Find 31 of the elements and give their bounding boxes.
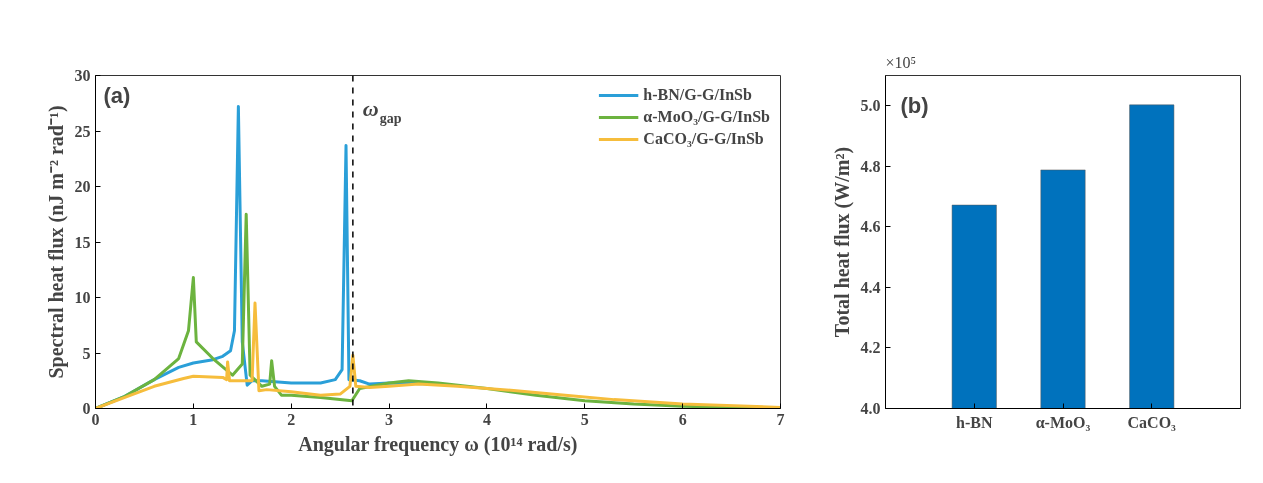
x-tick-label: 3 (385, 410, 394, 428)
y-tick-label: 4.8 (860, 157, 881, 175)
annotation: (a) (103, 82, 131, 108)
y-axis-title: Total heat flux (W/m²) (830, 146, 854, 338)
x-tick-label: 1 (189, 410, 198, 428)
y-tick-label: 4.2 (860, 339, 881, 357)
x-tick-label: 2 (287, 410, 296, 428)
y-tick-label: 4.4 (860, 278, 881, 296)
x-tick-label: 5 (580, 410, 589, 428)
y-tick-label: 5 (82, 344, 91, 362)
x-tick-label: h-BN (956, 413, 993, 431)
y-tick-label: 25 (74, 122, 91, 140)
y-tick-label: 30 (74, 67, 91, 84)
text: ×10⁵ (885, 53, 917, 71)
y-axis-title: Spectral heat flux (nJ m⁻² rad⁻¹) (44, 105, 68, 379)
x-tick-label: 6 (678, 410, 687, 428)
x-tick-label: 7 (776, 410, 785, 428)
x-tick-label: 4 (482, 410, 491, 428)
y-tick-label: 4.0 (860, 400, 881, 417)
y-tick-label: 15 (74, 233, 91, 251)
y-tick-label: 4.6 (860, 218, 881, 236)
legend-label: α-MoO₃/G-G/InSb (643, 108, 770, 126)
x-axis-title: Angular frequency ω (10¹⁴ rad/s) (298, 432, 578, 456)
legend-label: CaCO₃/G-G/InSb (643, 130, 764, 148)
y-tick-label: 5.0 (860, 97, 881, 115)
x-tick-label: CaCO₃ (1127, 413, 1177, 431)
y-tick-label: 20 (74, 178, 91, 195)
x-tick-label: α-MoO₃ (1035, 413, 1091, 431)
annotation: (b) (900, 92, 929, 118)
y-tick-label: 10 (74, 289, 91, 306)
legend-label: h-BN/G-G/InSb (643, 86, 752, 104)
